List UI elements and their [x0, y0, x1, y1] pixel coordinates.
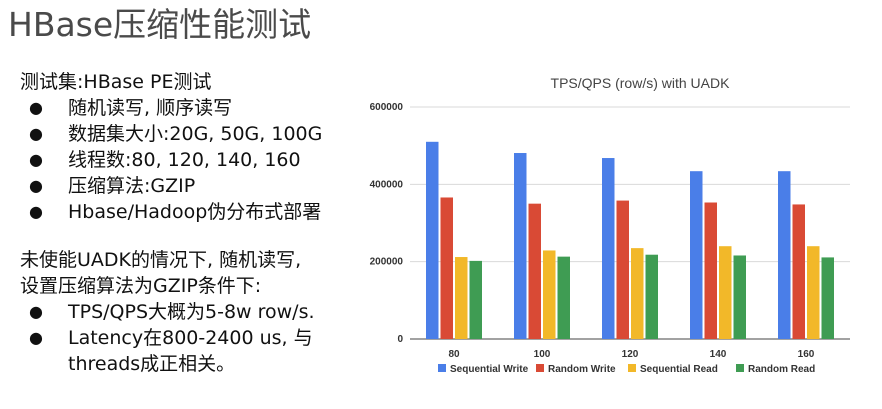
list-item: ● 线程数:80, 120, 140, 160 [20, 147, 365, 173]
list-item: ● TPS/QPS大概为5-8w row/s. [20, 299, 365, 325]
bar-chart: TPS/QPS (row/s) with UADK 0 200000 400000 60… [370, 75, 850, 375]
heading-test-set: 测试集:HBase PE测试 [20, 71, 212, 93]
bullet-icon: ● [29, 98, 43, 117]
bar-sequential-write [778, 171, 791, 339]
list-item-text: 随机读写, 顺序读写 [68, 97, 233, 119]
bar-sequential-read [455, 257, 468, 339]
bar-random-write [440, 197, 453, 339]
bullet-icon: ● [29, 202, 43, 221]
y-tick-label: 600000 [370, 102, 404, 113]
bar-random-write [616, 200, 629, 339]
y-tick-label: 0 [397, 334, 403, 345]
bar-sequential-write [690, 171, 703, 339]
bullet-icon: ● [29, 176, 43, 195]
bar-random-read [645, 254, 658, 339]
bullet-list-1: ● 随机读写, 顺序读写 ● 数据集大小:20G, 50G, 100G ● 线程数:8… [20, 95, 365, 225]
legend-label: Random Write [548, 364, 616, 375]
bar-sequential-read [807, 246, 820, 339]
x-tick-label: 160 [798, 349, 815, 360]
bar-random-read [469, 260, 482, 339]
legend-swatch [628, 364, 636, 372]
bar-sequential-read [543, 250, 556, 339]
bar-random-read [557, 256, 570, 339]
bullet-icon: ● [29, 302, 43, 321]
bar-random-read [821, 257, 834, 339]
bullet-icon: ● [29, 328, 43, 347]
legend-swatch [536, 364, 544, 372]
heading-conditions-2: 设置压缩算法为GZIP条件下: [20, 275, 262, 297]
x-tick-label: 100 [534, 349, 551, 360]
bar-sequential-write [514, 153, 527, 339]
text-panel: 测试集:HBase PE测试 ● 随机读写, 顺序读写 ● 数据集大小:20G, 5… [20, 69, 365, 377]
list-item: ● Latency在800-2400 us, 与threads成正相关。 [20, 325, 350, 377]
list-item: ● 随机读写, 顺序读写 [20, 95, 365, 121]
x-tick-label: 80 [448, 349, 460, 360]
list-item-text: 线程数:80, 120, 140, 160 [68, 149, 301, 171]
list-item: ● 数据集大小:20G, 50G, 100G [20, 121, 365, 147]
y-tick-label: 200000 [370, 257, 404, 268]
legend-label: Sequential Read [640, 364, 718, 375]
bar-sequential-read [719, 246, 732, 339]
bar-random-write [528, 203, 541, 339]
x-tick-label: 140 [710, 349, 727, 360]
list-item: ● Hbase/Hadoop伪分布式部署 [20, 199, 350, 225]
x-tick-label: 120 [622, 349, 639, 360]
bar-random-write [704, 202, 717, 339]
list-item-text: TPS/QPS大概为5-8w row/s. [68, 301, 315, 323]
chart-title: TPS/QPS (row/s) with UADK [551, 75, 731, 91]
slide-title: HBase压缩性能测试 [8, 5, 312, 44]
bullet-list-2: ● TPS/QPS大概为5-8w row/s. ● Latency在800-2400… [20, 299, 365, 377]
bullet-icon: ● [29, 150, 43, 169]
bar-random-write [792, 204, 805, 339]
legend-label: Random Read [748, 364, 815, 375]
heading-conditions-1: 未使能UADK的情况下, 随机读写, [20, 249, 302, 271]
bar-random-read [733, 255, 746, 339]
bar-sequential-write [426, 141, 439, 339]
bar-sequential-read [631, 248, 644, 339]
list-item-text: Hbase/Hadoop伪分布式部署 [68, 201, 322, 223]
list-item: ● 压缩算法:GZIP [20, 173, 365, 199]
y-tick-label: 400000 [370, 179, 404, 190]
list-item-text: 数据集大小:20G, 50G, 100G [68, 123, 323, 145]
bar-sequential-write [602, 158, 615, 339]
legend-swatch [438, 364, 446, 372]
legend-swatch [736, 364, 744, 372]
list-item-text: 压缩算法:GZIP [68, 175, 196, 197]
legend-label: Sequential Write [450, 364, 529, 375]
list-item-text: Latency在800-2400 us, 与threads成正相关。 [68, 327, 313, 375]
bullet-icon: ● [29, 124, 43, 143]
